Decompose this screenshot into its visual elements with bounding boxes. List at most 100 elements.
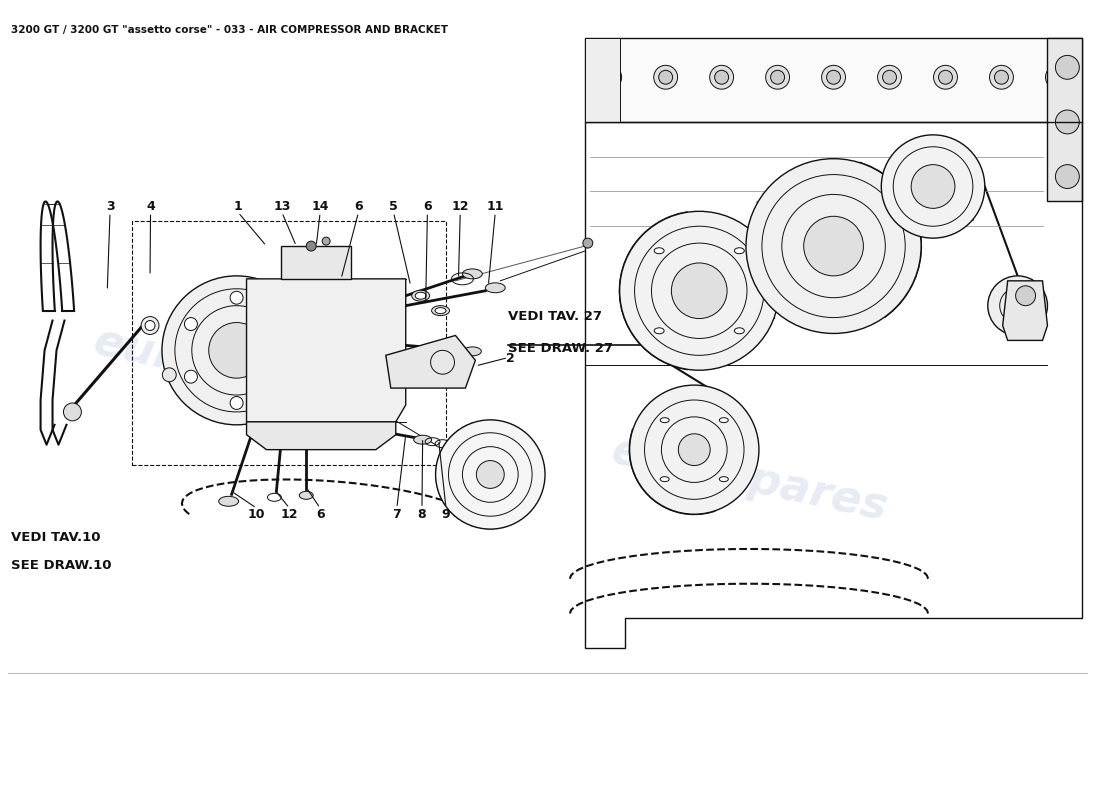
Circle shape: [671, 263, 727, 318]
Polygon shape: [1003, 281, 1047, 341]
Text: 6: 6: [354, 200, 363, 213]
Ellipse shape: [436, 308, 446, 314]
Ellipse shape: [414, 435, 431, 444]
Circle shape: [163, 368, 176, 382]
Text: SEE DRAW. 27: SEE DRAW. 27: [508, 342, 613, 355]
Text: eurospares: eurospares: [607, 429, 891, 530]
Circle shape: [746, 158, 921, 334]
Text: 2: 2: [506, 352, 515, 365]
Text: 8: 8: [418, 508, 427, 521]
Text: VEDI TAV.10: VEDI TAV.10: [11, 531, 100, 544]
Circle shape: [771, 70, 784, 84]
Text: 12: 12: [280, 508, 298, 521]
Circle shape: [994, 70, 1009, 84]
Circle shape: [911, 165, 955, 208]
Circle shape: [583, 238, 593, 248]
Polygon shape: [246, 422, 396, 450]
Circle shape: [230, 291, 243, 304]
Circle shape: [938, 70, 953, 84]
Circle shape: [185, 370, 197, 383]
Text: 6: 6: [316, 508, 324, 521]
Ellipse shape: [485, 283, 505, 293]
Text: 3200 GT / 3200 GT "assetto corse" - 033 - AIR COMPRESSOR AND BRACKET: 3200 GT / 3200 GT "assetto corse" - 033 …: [11, 25, 448, 34]
Ellipse shape: [660, 418, 669, 422]
Text: 3: 3: [106, 200, 114, 213]
Polygon shape: [282, 246, 351, 279]
Circle shape: [882, 70, 896, 84]
Circle shape: [230, 397, 243, 410]
Ellipse shape: [654, 248, 664, 254]
Polygon shape: [585, 38, 619, 122]
Circle shape: [804, 216, 864, 276]
Circle shape: [1055, 110, 1079, 134]
Circle shape: [162, 276, 311, 425]
Circle shape: [1045, 66, 1069, 89]
Circle shape: [990, 66, 1013, 89]
Circle shape: [436, 420, 544, 529]
Circle shape: [766, 66, 790, 89]
Circle shape: [209, 322, 264, 378]
Text: 14: 14: [311, 200, 329, 213]
Ellipse shape: [735, 328, 745, 334]
Circle shape: [64, 403, 81, 421]
Text: 9: 9: [442, 508, 450, 521]
Circle shape: [822, 66, 846, 89]
Text: 7: 7: [393, 508, 402, 521]
Text: 10: 10: [248, 508, 265, 521]
Circle shape: [322, 237, 330, 245]
Text: 1: 1: [233, 200, 242, 213]
Circle shape: [276, 370, 288, 383]
Ellipse shape: [411, 290, 430, 301]
Circle shape: [265, 282, 279, 295]
Text: 13: 13: [273, 200, 290, 213]
Ellipse shape: [299, 491, 314, 499]
Circle shape: [1055, 55, 1079, 79]
Circle shape: [476, 461, 504, 488]
Text: 11: 11: [486, 200, 504, 213]
Circle shape: [659, 70, 672, 84]
Circle shape: [881, 135, 984, 238]
Circle shape: [988, 276, 1047, 335]
Circle shape: [276, 318, 288, 330]
Circle shape: [597, 66, 622, 89]
Ellipse shape: [735, 248, 745, 254]
Text: SEE DRAW.10: SEE DRAW.10: [11, 559, 111, 572]
Text: 12: 12: [451, 200, 469, 213]
Circle shape: [653, 66, 678, 89]
Circle shape: [934, 66, 957, 89]
Polygon shape: [246, 279, 406, 422]
Circle shape: [710, 66, 734, 89]
Circle shape: [619, 211, 779, 370]
Circle shape: [878, 66, 902, 89]
Circle shape: [185, 318, 197, 330]
Circle shape: [145, 321, 155, 330]
Circle shape: [306, 241, 316, 251]
Ellipse shape: [463, 347, 482, 356]
Ellipse shape: [660, 477, 669, 482]
Polygon shape: [386, 335, 475, 388]
Circle shape: [1050, 70, 1065, 84]
Ellipse shape: [462, 269, 482, 279]
Polygon shape: [585, 38, 1082, 122]
Text: VEDI TAV. 27: VEDI TAV. 27: [508, 310, 602, 322]
Text: 6: 6: [424, 200, 431, 213]
Circle shape: [1015, 286, 1035, 306]
Circle shape: [826, 70, 840, 84]
Text: eurospares: eurospares: [89, 320, 374, 421]
Ellipse shape: [719, 477, 728, 482]
Ellipse shape: [654, 328, 664, 334]
Circle shape: [1055, 165, 1079, 189]
Circle shape: [679, 434, 711, 466]
Ellipse shape: [431, 306, 450, 315]
Circle shape: [141, 317, 160, 334]
Circle shape: [629, 385, 759, 514]
Circle shape: [603, 70, 617, 84]
Polygon shape: [1047, 38, 1082, 202]
Text: 5: 5: [389, 200, 398, 213]
Ellipse shape: [219, 496, 239, 506]
Circle shape: [715, 70, 728, 84]
Ellipse shape: [415, 292, 426, 299]
Ellipse shape: [719, 418, 728, 422]
Text: 4: 4: [146, 200, 155, 213]
Circle shape: [276, 398, 289, 412]
